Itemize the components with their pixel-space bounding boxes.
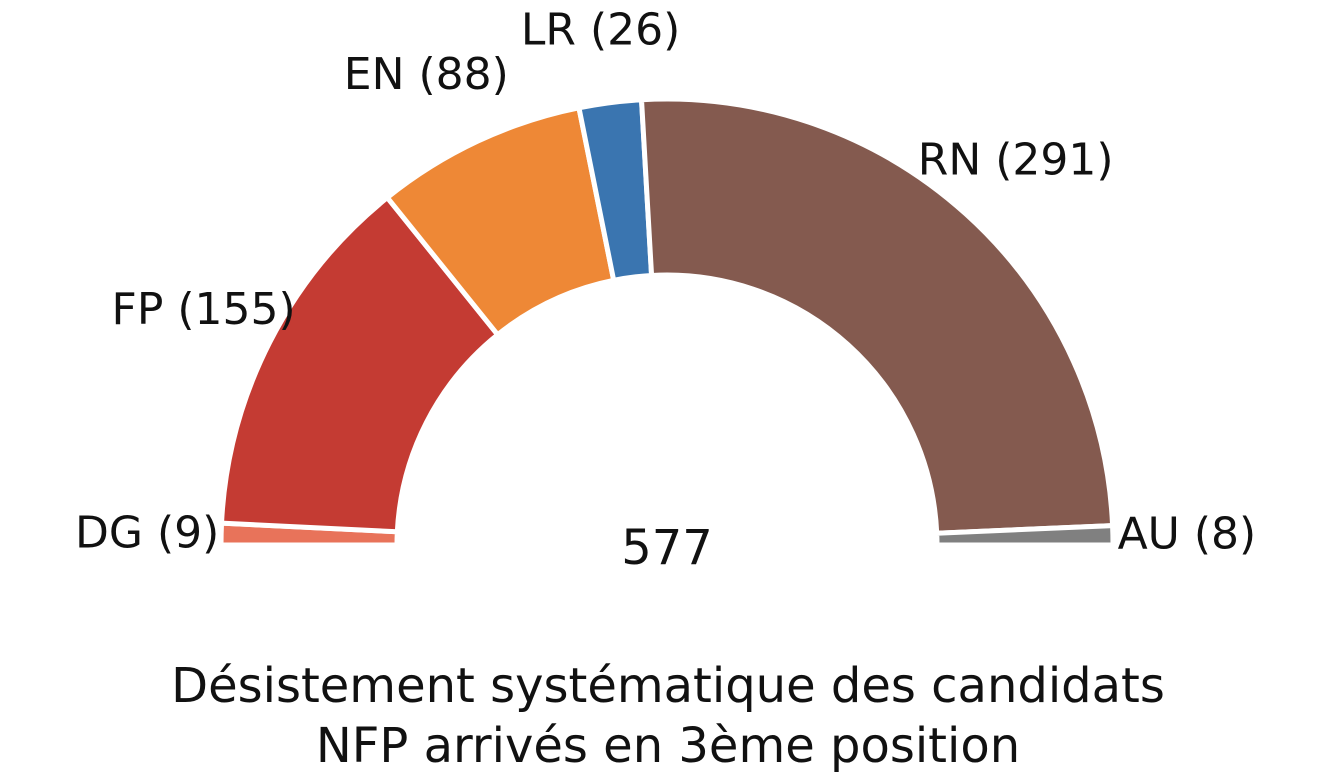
segment-label-fp: FP (155) <box>112 284 296 335</box>
segment-rn <box>638 96 1116 536</box>
chart-title-line-1: Désistement systématique des candidats <box>171 658 1165 714</box>
segment-fp <box>218 194 502 535</box>
segment-au <box>934 522 1116 548</box>
chart-segments <box>218 96 1116 548</box>
segment-label-rn: RN (291) <box>918 134 1114 185</box>
segment-label-dg: DG (9) <box>75 507 219 558</box>
segment-label-au: AU (8) <box>1118 509 1257 560</box>
total-seats-label: 577 <box>621 520 713 576</box>
segment-label-lr: LR (26) <box>521 4 680 55</box>
chart-title-line-2: NFP arrivés en 3ème position <box>316 718 1020 774</box>
chart-segment-labels: DG (9) FP (155) EN (88)LR (26) RN (291) AU (… <box>75 4 1256 559</box>
segment-label-en: EN (88) <box>344 49 509 100</box>
